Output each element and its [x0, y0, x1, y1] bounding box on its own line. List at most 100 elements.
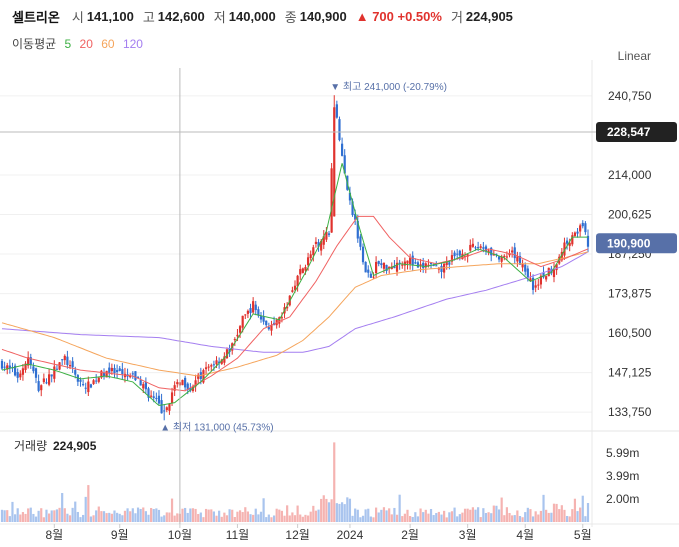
volume-bar [236, 511, 239, 522]
candle-body [147, 388, 150, 398]
candle-body [579, 225, 582, 232]
volume-bar [40, 508, 43, 522]
volume-bar [471, 507, 474, 522]
volume-tick-label: 3.99m [606, 469, 639, 483]
candle-body [542, 272, 545, 278]
volume-bar [81, 514, 85, 522]
volume-bar [275, 508, 278, 522]
candle-body [13, 365, 17, 376]
x-tick-label: 12월 [285, 528, 309, 542]
candle-body [325, 231, 328, 240]
candle-body [176, 382, 179, 385]
candle-body [102, 372, 106, 377]
candle-body [244, 314, 247, 316]
volume-bar [573, 498, 577, 522]
volume-bar [212, 511, 216, 522]
candle-body [61, 359, 64, 361]
volume-bar [100, 511, 103, 522]
candle-body [359, 236, 362, 247]
volume-bar [374, 507, 378, 522]
candle-body [168, 403, 171, 411]
ma5-line [1, 163, 588, 407]
scale-toggle[interactable]: Linear [617, 49, 651, 63]
volume-bar [487, 512, 490, 522]
volume-bar [369, 516, 372, 522]
volume-bar [560, 505, 563, 522]
candle-body [116, 370, 119, 372]
candle-body [3, 366, 6, 368]
volume-bar [340, 502, 344, 522]
candle-body [479, 246, 482, 248]
volume-bar [288, 515, 291, 522]
volume-bar [61, 493, 64, 522]
candle-body [429, 262, 433, 265]
candle-body [155, 397, 158, 399]
candle-body [317, 241, 320, 247]
candle-body [531, 277, 535, 290]
volume-bar [333, 442, 336, 522]
candle-body [45, 382, 48, 384]
candle-body [511, 250, 514, 253]
volume-bar [377, 512, 380, 522]
ma-legend[interactable]: 이동평균 5 20 60 120 [12, 35, 148, 52]
y-tick-label: 214,000 [608, 168, 652, 182]
volume-bar [131, 508, 134, 522]
y-tick-label: 133,750 [608, 405, 652, 419]
candle-body [16, 372, 19, 378]
candle-body [236, 334, 239, 337]
volume-bar [526, 507, 529, 522]
volume-bar [34, 516, 38, 522]
volume-bar [249, 514, 252, 522]
candle-body [58, 362, 61, 370]
candle-body [584, 223, 587, 233]
x-tick-label: 2024 [337, 528, 364, 542]
volume-bar [534, 511, 537, 522]
close-value: 140,900 [299, 8, 347, 24]
volume-tick-label: 2.00m [606, 492, 639, 506]
volume-bar [327, 502, 331, 522]
volume-bar [401, 516, 404, 522]
candle-body [524, 264, 527, 272]
volume-bar [511, 515, 514, 522]
volume-bar [422, 512, 425, 522]
ma60-line [1, 251, 589, 377]
volume-bar [283, 515, 286, 522]
y-tick-label: 200,625 [608, 208, 652, 222]
candle-body [131, 373, 134, 375]
volume-bar [495, 505, 498, 522]
volume-bar [458, 514, 461, 522]
volume-bar [330, 499, 333, 522]
candle-body [50, 374, 53, 377]
volume-bars [0, 442, 590, 522]
candle-body [380, 263, 383, 266]
candle-body [565, 240, 569, 244]
candle-body [474, 247, 477, 249]
candle-body [286, 306, 289, 309]
candle-body [526, 268, 529, 279]
volume-bar [364, 509, 367, 522]
candle-body [163, 410, 166, 412]
candle-body [369, 273, 372, 278]
volume-bar [142, 507, 145, 522]
volume-bar [542, 494, 545, 522]
volume-bar [545, 509, 548, 522]
candle-body [529, 278, 532, 282]
candle-body [419, 264, 422, 267]
volume-bar [168, 512, 171, 522]
candle-body [53, 366, 56, 379]
volume-bar [58, 507, 61, 522]
volume-bar [393, 507, 396, 522]
volume-bar [170, 498, 174, 522]
y-tick-label: 160,500 [608, 326, 652, 340]
candle-body [393, 266, 396, 269]
volume-bar [116, 512, 119, 522]
candle-body [241, 315, 244, 328]
candle-body [92, 380, 95, 385]
candle-body [477, 247, 480, 249]
candle-body [207, 366, 210, 368]
volume-bar [537, 514, 540, 522]
candle-body [100, 370, 103, 378]
volume-bar [218, 510, 221, 522]
candle-body [482, 247, 485, 249]
